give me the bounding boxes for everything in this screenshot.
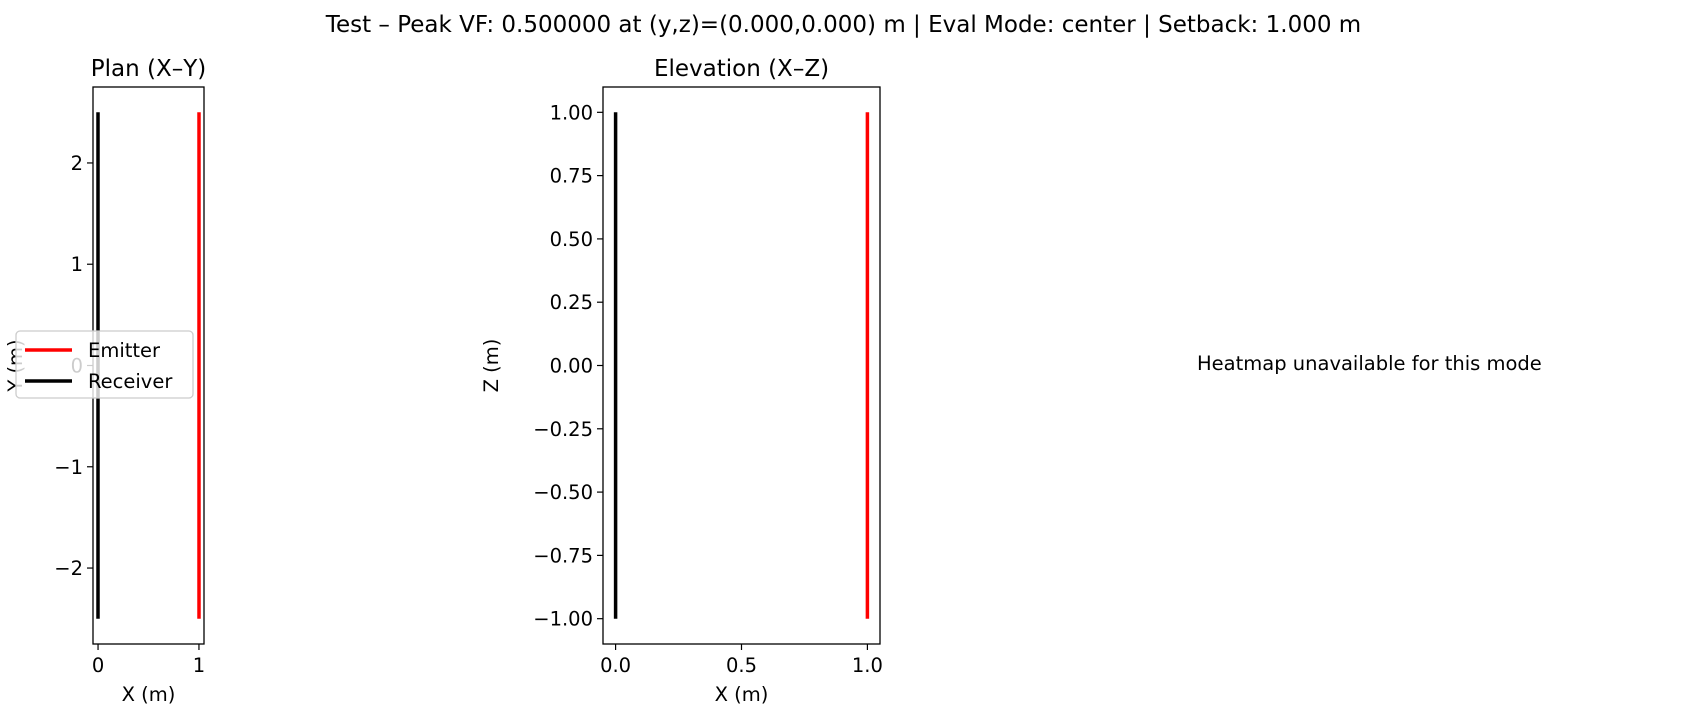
elevation-title: Elevation (X–Z) <box>654 56 829 82</box>
plan-xlabel: X (m) <box>122 683 176 706</box>
elevation-xlabel: X (m) <box>715 683 769 706</box>
plan-y-tick-label: 2 <box>71 152 83 175</box>
elevation-x-tick-label: 0.0 <box>600 654 631 677</box>
elevation-y-tick-label: 1.00 <box>550 101 593 124</box>
figure-title: Test – Peak VF: 0.500000 at (y,z)=(0.000… <box>325 12 1362 38</box>
elevation-y-tick-label: 0.25 <box>550 291 593 314</box>
plan-y-tick-label: 1 <box>71 253 83 276</box>
elevation-y-tick-label: 0.75 <box>550 165 593 188</box>
heatmap-unavailable-message: Heatmap unavailable for this mode <box>1197 352 1542 375</box>
elevation-ylabel: Z (m) <box>480 339 503 393</box>
plan-y-tick-label: −1 <box>54 456 83 479</box>
plan-y-tick-label: −2 <box>54 557 83 580</box>
elevation-y-tick-label: 0.00 <box>550 355 593 378</box>
elevation-x-tick-label: 0.5 <box>726 654 757 677</box>
elevation-x-tick-label: 1.0 <box>852 654 883 677</box>
legend-emitter-label: Emitter <box>88 339 161 362</box>
elevation-axes-frame <box>602 86 881 645</box>
elevation-y-tick-label: −0.50 <box>533 481 593 504</box>
plan-title: Plan (X–Y) <box>91 56 207 82</box>
elevation-y-tick-label: −0.75 <box>533 544 593 567</box>
plan-x-tick-label: 1 <box>193 654 205 677</box>
elevation-y-tick-label: −0.25 <box>533 418 593 441</box>
elevation-y-tick-label: 0.50 <box>550 228 593 251</box>
legend-receiver-label: Receiver <box>88 370 173 393</box>
plan-x-tick-label: 0 <box>92 654 104 677</box>
elevation-y-tick-label: −1.00 <box>533 608 593 631</box>
